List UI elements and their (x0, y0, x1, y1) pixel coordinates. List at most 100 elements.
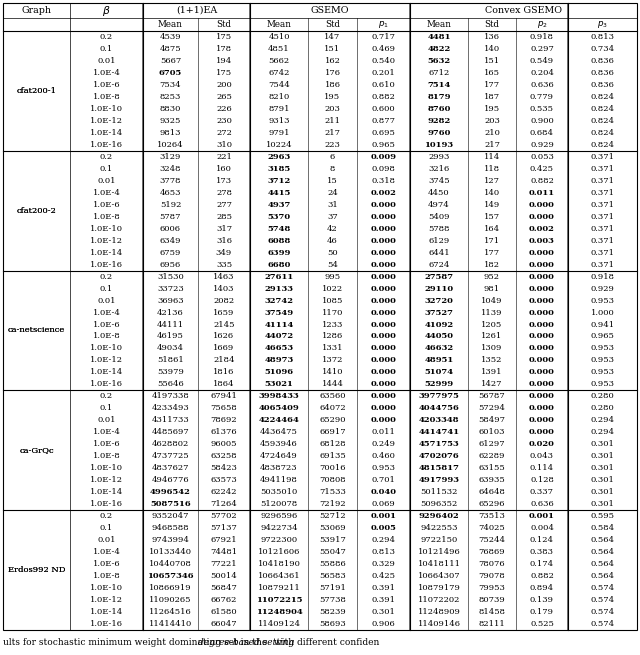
Text: 140: 140 (484, 45, 500, 53)
Text: 3712: 3712 (268, 177, 291, 185)
Text: 1085: 1085 (322, 297, 343, 305)
Text: 1309: 1309 (481, 345, 502, 352)
Text: 0.953: 0.953 (591, 297, 614, 305)
Text: 1.0E-6: 1.0E-6 (93, 560, 120, 568)
Text: 173: 173 (216, 177, 232, 185)
Text: 1022: 1022 (322, 284, 343, 293)
Text: 165: 165 (484, 69, 500, 77)
Text: 0.1: 0.1 (100, 404, 113, 413)
Text: 37: 37 (327, 213, 338, 221)
Text: 57702: 57702 (211, 512, 237, 520)
Text: 52999: 52999 (424, 381, 454, 388)
Text: 5192: 5192 (160, 200, 181, 209)
Text: 44050: 44050 (424, 333, 454, 341)
Text: 41092: 41092 (424, 320, 454, 329)
Text: 44072: 44072 (264, 333, 294, 341)
Text: 136: 136 (484, 33, 500, 41)
Text: 46195: 46195 (157, 333, 184, 341)
Text: 10664361: 10664361 (258, 572, 300, 580)
Text: 1352: 1352 (481, 356, 502, 364)
Text: 66917: 66917 (319, 428, 346, 436)
Text: 0.371: 0.371 (591, 200, 614, 209)
Text: 0.069: 0.069 (372, 500, 396, 508)
Text: 8179: 8179 (428, 93, 451, 101)
Text: 27587: 27587 (424, 272, 454, 280)
Text: 0.918: 0.918 (530, 33, 554, 41)
Text: 2145: 2145 (213, 320, 235, 329)
Text: 0.000: 0.000 (371, 417, 396, 424)
Text: 10121496: 10121496 (418, 548, 460, 556)
Text: 171: 171 (484, 236, 500, 245)
Text: 6: 6 (330, 153, 335, 160)
Text: 151: 151 (324, 45, 340, 53)
Text: 62242: 62242 (211, 488, 237, 496)
Text: 31530: 31530 (157, 272, 184, 280)
Text: 10866919: 10866919 (149, 584, 192, 592)
Text: 0.564: 0.564 (591, 560, 614, 568)
Text: 6006: 6006 (160, 225, 181, 233)
Text: 0.564: 0.564 (591, 548, 614, 556)
Text: 11264516: 11264516 (149, 608, 192, 616)
Text: 1.0E-4: 1.0E-4 (93, 69, 120, 77)
Text: 0.011: 0.011 (372, 428, 396, 436)
Text: 4311733: 4311733 (152, 417, 189, 424)
Text: 80739: 80739 (479, 596, 506, 604)
Text: 4203348: 4203348 (419, 417, 460, 424)
Text: 0.549: 0.549 (530, 57, 554, 65)
Text: 0.882: 0.882 (530, 177, 554, 185)
Text: 63258: 63258 (211, 453, 237, 460)
Text: 0.965: 0.965 (591, 333, 614, 341)
Text: 230: 230 (216, 117, 232, 125)
Text: 71264: 71264 (211, 500, 237, 508)
Text: 0.301: 0.301 (591, 500, 614, 508)
Text: 6349: 6349 (160, 236, 181, 245)
Text: 78692: 78692 (211, 417, 237, 424)
Text: 6088: 6088 (268, 236, 291, 245)
Text: 3998433: 3998433 (259, 392, 300, 400)
Text: 52712: 52712 (319, 512, 346, 520)
Text: 4937: 4937 (268, 200, 291, 209)
Text: 75658: 75658 (211, 404, 237, 413)
Text: 1.0E-12: 1.0E-12 (90, 596, 123, 604)
Text: 1.0E-12: 1.0E-12 (90, 236, 123, 245)
Text: 4481: 4481 (428, 33, 451, 41)
Text: 3216: 3216 (428, 165, 450, 173)
Text: 36963: 36963 (157, 297, 184, 305)
Text: 31: 31 (327, 200, 338, 209)
Text: 0.000: 0.000 (371, 225, 396, 233)
Text: 1372: 1372 (322, 356, 343, 364)
Text: 981: 981 (484, 284, 500, 293)
Text: 7514: 7514 (428, 81, 451, 89)
Text: 11414410: 11414410 (149, 620, 192, 628)
Text: 9722300: 9722300 (260, 536, 298, 544)
Text: 0.695: 0.695 (372, 129, 396, 137)
Text: 0.000: 0.000 (371, 261, 396, 269)
Text: 177: 177 (484, 249, 500, 257)
Text: 0.574: 0.574 (591, 584, 614, 592)
Text: 5087516: 5087516 (150, 500, 191, 508)
Text: 79953: 79953 (479, 584, 506, 592)
Text: 1.0E-4: 1.0E-4 (93, 309, 120, 316)
Text: 75244: 75244 (479, 536, 506, 544)
Text: 58497: 58497 (479, 417, 506, 424)
Text: 71533: 71533 (319, 488, 346, 496)
Text: 127: 127 (484, 177, 500, 185)
Text: 1.0E-14: 1.0E-14 (90, 249, 123, 257)
Text: 0.000: 0.000 (371, 297, 396, 305)
Text: 0.836: 0.836 (591, 81, 614, 89)
Text: 82111: 82111 (479, 620, 506, 628)
Text: 0.000: 0.000 (371, 381, 396, 388)
Text: 1.0E-12: 1.0E-12 (90, 356, 123, 364)
Text: 0.824: 0.824 (591, 105, 614, 113)
Text: 70808: 70808 (319, 476, 346, 484)
Text: 6956: 6956 (160, 261, 181, 269)
Text: 32720: 32720 (424, 297, 453, 305)
Text: 1.0E-14: 1.0E-14 (90, 608, 123, 616)
Text: 77221: 77221 (211, 560, 237, 568)
Text: 0.371: 0.371 (591, 189, 614, 196)
Text: 176: 176 (324, 69, 340, 77)
Text: 1.0E-6: 1.0E-6 (93, 200, 120, 209)
Text: 79078: 79078 (479, 572, 506, 580)
Text: 5035010: 5035010 (260, 488, 298, 496)
Text: 0.391: 0.391 (371, 584, 396, 592)
